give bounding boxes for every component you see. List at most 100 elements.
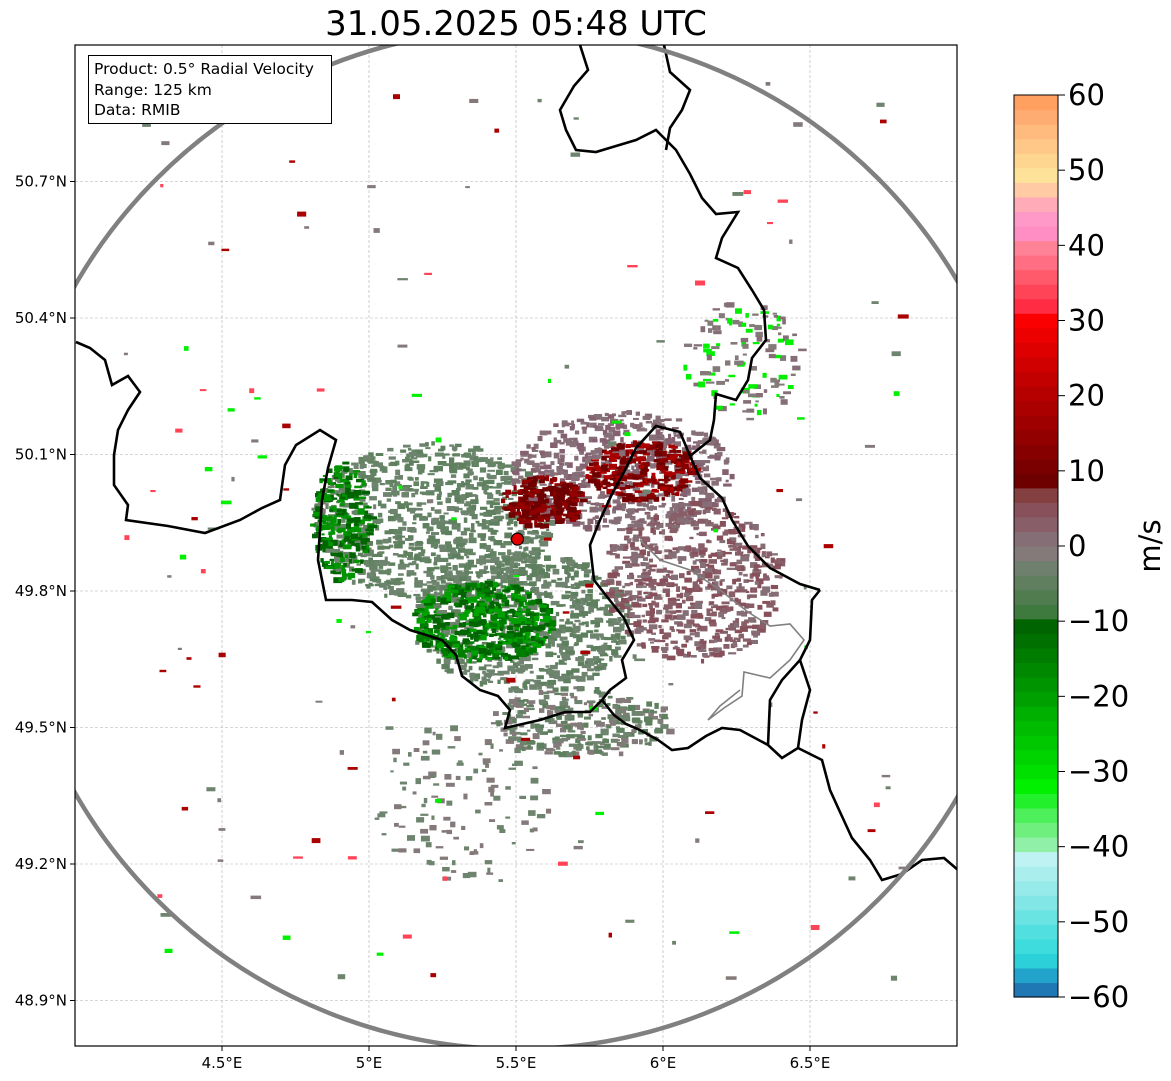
echo-pixel — [656, 609, 662, 615]
echo-pixel — [373, 504, 377, 510]
echo-pixel — [563, 422, 570, 427]
echo-pixel — [540, 620, 547, 626]
echo-pixel — [643, 709, 649, 714]
echo-pixel — [374, 578, 382, 583]
echo-pixel — [563, 472, 568, 478]
echo-pixel — [556, 629, 563, 633]
echo-pixel — [372, 477, 381, 483]
echo-pixel — [466, 591, 471, 597]
echo-pixel — [567, 572, 571, 579]
echo-pixel — [580, 730, 586, 735]
echo-pixel — [439, 515, 445, 519]
echo-pixel — [742, 353, 747, 356]
echo-pixel — [434, 646, 439, 651]
echo-pixel — [534, 724, 539, 729]
echo-pixel — [500, 577, 508, 584]
echo-pixel — [631, 717, 641, 723]
echo-pixel — [408, 562, 414, 566]
echo-speck — [848, 876, 856, 881]
echo-pixel — [481, 769, 487, 772]
echo-pixel — [629, 581, 633, 586]
echo-pixel — [528, 810, 536, 816]
echo-pixel — [623, 605, 630, 610]
echo-pixel — [351, 543, 360, 546]
echo-pixel — [746, 417, 755, 421]
echo-pixel — [543, 506, 547, 512]
echo-pixel — [705, 502, 712, 508]
echo-pixel — [468, 679, 474, 683]
echo-pixel — [565, 462, 569, 466]
echo-pixel — [436, 522, 444, 529]
echo-pixel — [658, 493, 666, 497]
echo-pixel — [613, 626, 622, 633]
echo-pixel — [604, 604, 612, 608]
echo-pixel — [560, 483, 570, 487]
echo-pixel — [434, 486, 442, 492]
echo-pixel — [383, 586, 387, 590]
echo-pixel — [450, 550, 457, 556]
echo-pixel — [617, 617, 622, 623]
echo-pixel — [486, 548, 491, 552]
echo-pixel — [736, 648, 743, 651]
echo-pixel — [577, 738, 587, 741]
echo-pixel — [526, 444, 531, 449]
echo-pixel — [573, 437, 578, 443]
echo-pixel — [574, 619, 581, 623]
echo-pixel — [771, 379, 781, 382]
echo-pixel — [576, 564, 584, 570]
echo-pixel — [548, 508, 554, 512]
echo-speck — [632, 654, 637, 659]
echo-pixel — [377, 479, 382, 483]
echo-pixel — [524, 491, 533, 496]
echo-pixel — [386, 579, 390, 583]
echo-pixel — [546, 566, 551, 572]
echo-pixel — [622, 456, 627, 460]
echo-pixel — [497, 679, 501, 684]
echo-pixel — [596, 637, 600, 641]
echo-pixel — [712, 319, 719, 322]
echo-pixel — [564, 503, 568, 509]
echo-pixel — [523, 547, 527, 552]
echo-pixel — [668, 549, 673, 553]
echo-pixel — [567, 422, 573, 426]
echo-pixel — [443, 512, 449, 515]
echo-pixel — [531, 508, 537, 515]
echo-pixel — [624, 535, 629, 541]
echo-pixel — [402, 786, 407, 791]
echo-pixel — [408, 752, 412, 757]
echo-pixel — [585, 742, 594, 746]
echo-pixel — [441, 830, 449, 833]
echo-pixel — [478, 477, 484, 482]
echo-pixel — [616, 546, 624, 551]
echo-pixel — [671, 475, 676, 480]
echo-pixel — [360, 527, 369, 531]
echo-pixel — [615, 553, 620, 559]
echo-pixel — [674, 471, 682, 474]
echo-pixel — [535, 628, 540, 631]
echo-pixel — [743, 390, 749, 394]
echo-pixel — [525, 604, 531, 608]
echo-pixel — [555, 706, 564, 710]
echo-pixel — [507, 475, 513, 479]
echo-pixel — [655, 429, 661, 435]
echo-pixel — [525, 612, 529, 617]
echo-pixel — [420, 813, 429, 816]
echo-pixel — [591, 454, 600, 459]
colorbar-band — [1014, 895, 1058, 911]
echo-pixel — [711, 494, 715, 498]
colorbar-band — [1014, 880, 1058, 896]
echo-pixel — [650, 463, 656, 469]
echo-pixel — [496, 662, 503, 668]
echo-pixel — [523, 707, 529, 712]
echo-pixel — [606, 620, 615, 623]
echo-pixel — [486, 485, 493, 489]
echo-pixel — [474, 633, 479, 638]
echo-speck — [511, 842, 516, 845]
velocity-echoes — [123, 82, 909, 981]
echo-pixel — [625, 484, 631, 490]
echo-pixel — [716, 554, 723, 560]
echo-pixel — [714, 569, 722, 575]
echo-pixel — [435, 846, 444, 849]
echo-pixel — [465, 562, 470, 566]
